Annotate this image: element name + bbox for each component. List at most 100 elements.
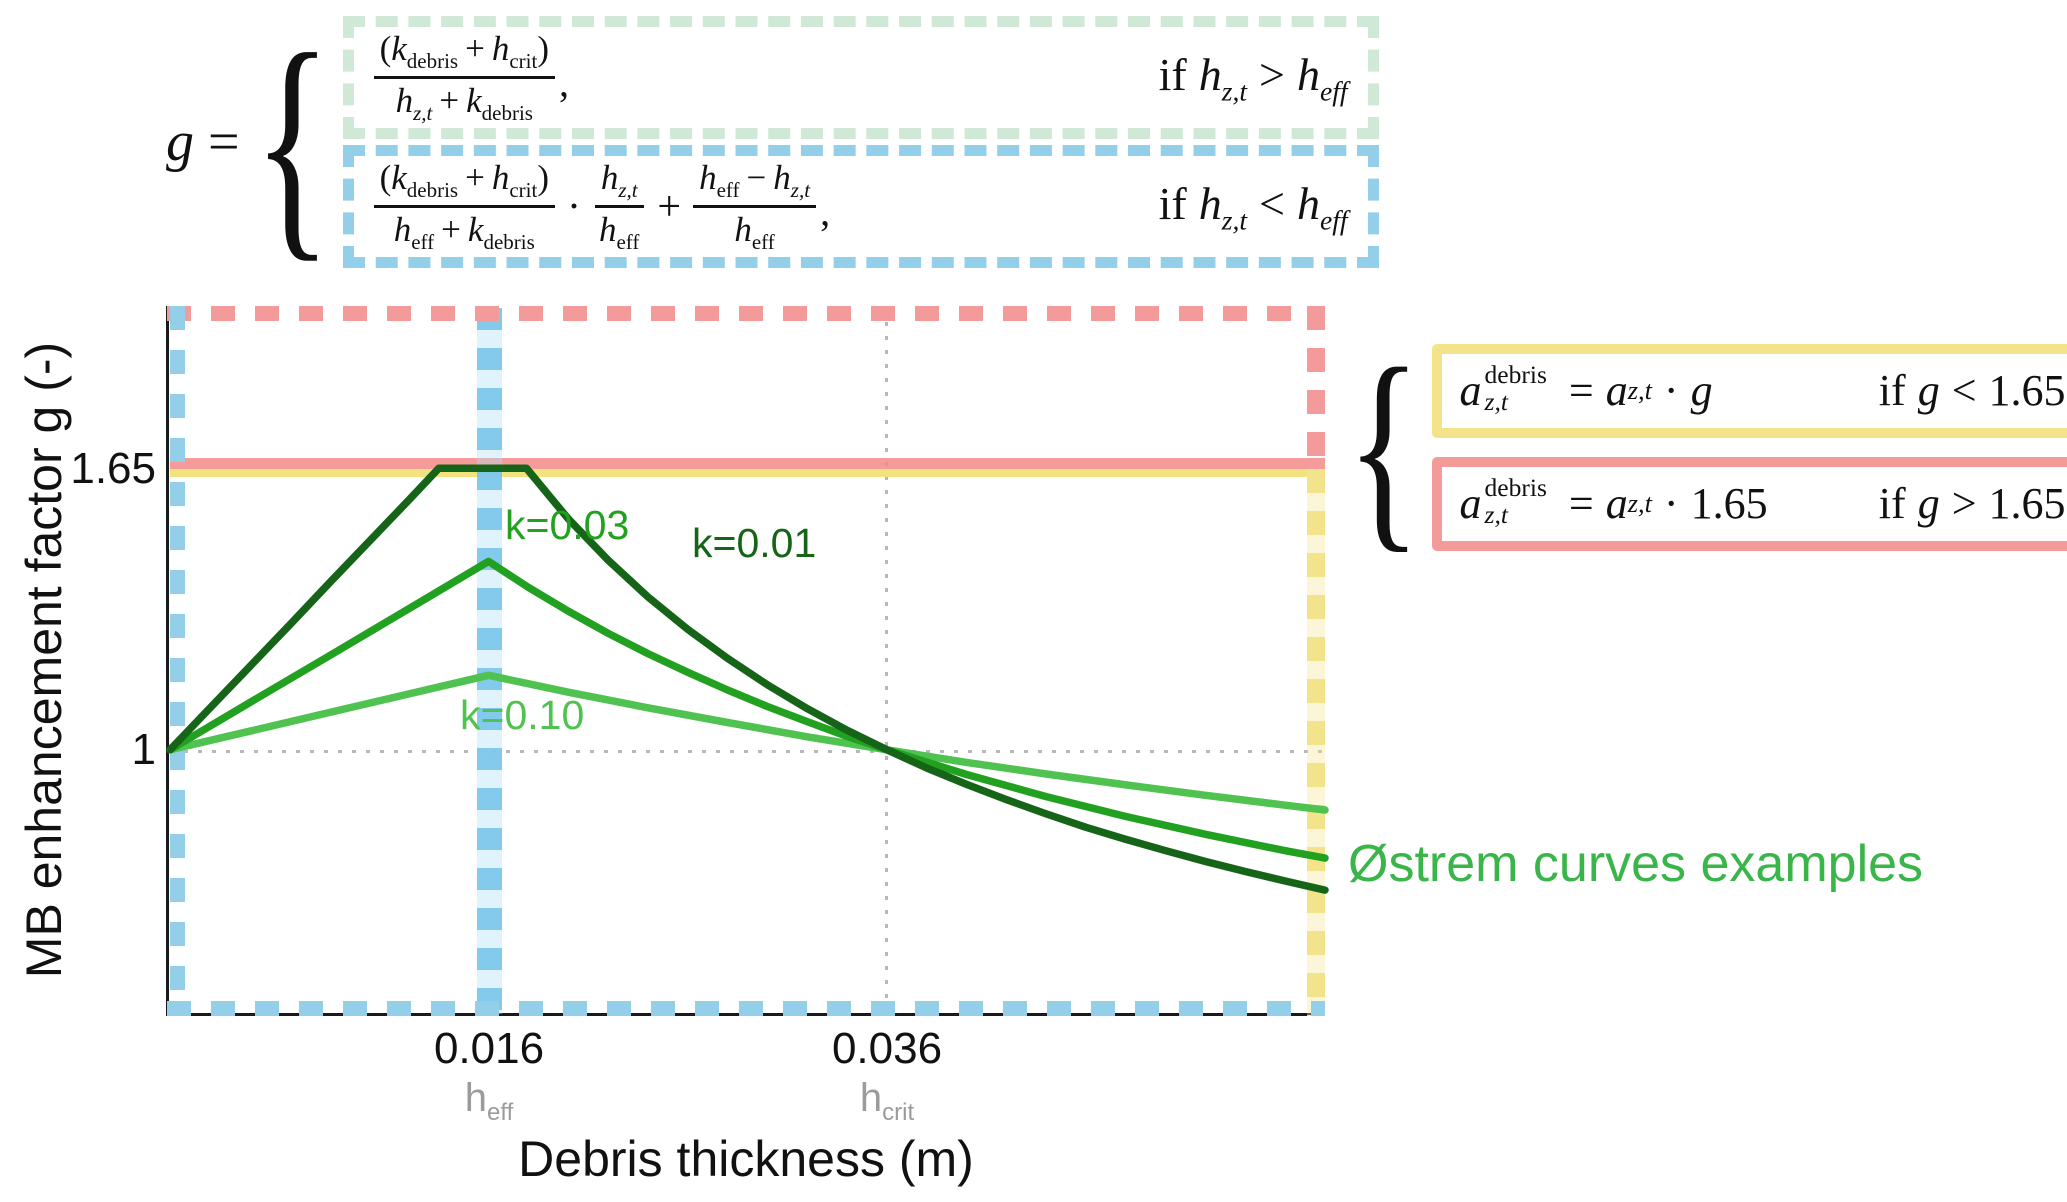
comma: , [820, 189, 831, 235]
math-token: z,t [1627, 488, 1652, 518]
if-keyword: if [1878, 479, 1906, 528]
math-token: debris [483, 230, 535, 255]
case-above-heff-formula: (kdebris + hcrit) hz,t + kdebris , [373, 29, 571, 124]
x-tick-sublabel-heff: heff [409, 1076, 569, 1127]
math-token: z,t [618, 178, 638, 202]
fraction-denominator: heff [593, 208, 645, 253]
plot-border-top-red [167, 306, 1325, 321]
math-token: z,t [1221, 75, 1248, 107]
math-token: ( [379, 158, 392, 198]
multiplication-dot: · [1663, 366, 1679, 415]
fraction-numerator: heff − hz,t [693, 158, 817, 209]
math-token: z,t [1627, 375, 1652, 405]
math-token: + [465, 29, 485, 68]
math-token: h [491, 158, 510, 198]
math-token: eff [1319, 204, 1348, 236]
math-token: ( [379, 29, 392, 68]
plot-border-right-yellow [1307, 469, 1325, 1016]
x-tick-0016: 0.016 [433, 1024, 545, 1073]
math-token: z,t [1484, 386, 1508, 416]
g-symbol: g [166, 111, 194, 174]
equation-g-above-cap: a debris z,t = a z,t · 1.65 [1459, 474, 1768, 531]
math-token: g [1690, 366, 1713, 415]
equals-sign: = [1568, 366, 1594, 415]
math-token: g [1917, 366, 1940, 415]
comma: , [558, 60, 569, 106]
curve-label-k010: k=0.10 [460, 692, 585, 738]
g-piecewise-equation: g = { (kdebris + hcrit) hz,t + kdebris , if h… [166, 2, 1379, 283]
math-token: z,t [790, 178, 811, 202]
case-above-heff-condition: if hz,t > heff [1159, 48, 1348, 107]
fraction: heff − hz,t heff [693, 158, 817, 253]
math-token: h [859, 1076, 883, 1120]
cap-line-yellow-165 [170, 469, 1325, 477]
case-below-heff-box: (kdebris + hcrit) heff + kdebris · hz,t heff… [342, 145, 1379, 269]
y-tick-165: 1.65 [70, 444, 156, 493]
math-token: h [1198, 48, 1222, 100]
fraction-numerator: (kdebris + hcrit) [373, 29, 555, 80]
cap-line-pink-165 [170, 458, 1325, 469]
math-token: debris [1484, 359, 1547, 389]
math-token: h [393, 210, 412, 250]
equation-g-above-cap-box: a debris z,t = a z,t · 1.65 if g >1.65 [1431, 456, 2067, 551]
math-token: h [598, 210, 617, 250]
math-token: z,t [1221, 204, 1248, 236]
math-token: > [1259, 48, 1285, 100]
plot-border-bottom-blue [167, 1001, 1325, 1016]
sup-sub-stack: debris z,t [1485, 474, 1547, 529]
math-token: eff [411, 230, 435, 255]
equation-lhs: g = [166, 110, 240, 174]
math-token: eff [487, 1099, 514, 1127]
gridline-g-equals-1 [170, 750, 1325, 753]
piecewise-brace: { [252, 2, 332, 283]
math-token: + [465, 158, 485, 198]
fraction: (kdebris + hcrit) hz,t + kdebris [373, 29, 555, 124]
gridline-h-crit [885, 308, 888, 1014]
math-token: 1.65 [1690, 479, 1768, 528]
math-token: a [1605, 366, 1628, 415]
math-token: k [466, 81, 482, 121]
x-axis-label: Debris thickness (m) [518, 1131, 974, 1187]
equation-g-below-cap: a debris z,t = a z,t · g [1459, 359, 1713, 418]
math-token: h [1296, 177, 1320, 229]
if-keyword: if [1158, 48, 1187, 100]
case-above-heff-box: (kdebris + hcrit) hz,t + kdebris , if hz,t > he… [342, 16, 1379, 140]
fraction-numerator: (kdebris + hcrit) [373, 158, 555, 209]
math-token: eff [616, 230, 640, 255]
curve-label-k003: k=0.03 [505, 502, 630, 548]
curve-k=0.10 [166, 671, 1329, 814]
math-token: k [391, 158, 407, 198]
curve-k=0.03 [166, 557, 1329, 862]
math-token: h [395, 81, 414, 121]
math-token: a [1459, 366, 1482, 415]
x-tick-sublabel-hcrit: hcrit [805, 1076, 969, 1127]
right-brace: { [1346, 323, 1422, 571]
fraction: (kdebris + hcrit) heff + kdebris [373, 158, 555, 255]
math-token: g [1917, 479, 1940, 528]
math-token: k [467, 210, 484, 250]
plot-border-left-blue [170, 306, 185, 1016]
fraction-denominator: hz,t + kdebris [390, 79, 539, 124]
math-token: crit [509, 48, 538, 73]
math-token: a [1459, 479, 1482, 528]
math-token: crit [882, 1099, 915, 1127]
plus-sign: + [657, 183, 682, 230]
multiplication-dot: · [566, 183, 581, 230]
math-token: crit [509, 178, 538, 202]
equation-g-below-cap-box: a debris z,t = a z,t · g if g <1.65 [1431, 343, 2067, 438]
math-token: 1.65 [1988, 479, 2066, 528]
fraction-numerator: hz,t [594, 158, 644, 209]
y-axis-spine [166, 306, 169, 1016]
math-token: > [1951, 479, 1977, 528]
x-tick-0036: 0.036 [831, 1024, 943, 1073]
math-token: 1.65 [1988, 366, 2066, 415]
math-token: h [600, 158, 619, 198]
math-token: < [1951, 366, 1977, 415]
ablation-cases: a debris z,t = a z,t · g if g <1.65 a debris z,t = a z… [1431, 343, 2067, 551]
math-token: debris [406, 48, 459, 73]
ostrem-annotation: Østrem curves examples [1348, 835, 1924, 893]
piecewise-cases: (kdebris + hcrit) hz,t + kdebris , if hz,t > he… [342, 16, 1379, 269]
fraction-denominator: heff [728, 208, 780, 253]
math-token: h [699, 158, 717, 198]
